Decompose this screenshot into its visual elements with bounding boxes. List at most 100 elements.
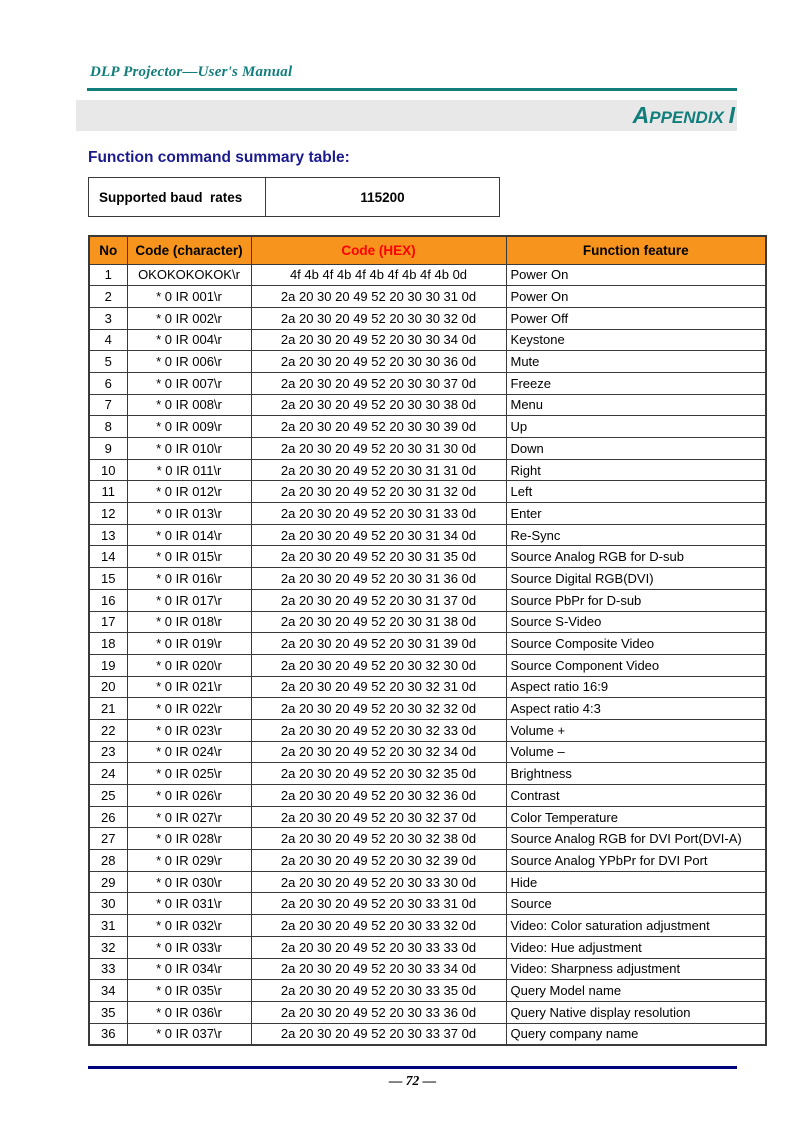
header-code-hex: Code (HEX): [250, 235, 507, 265]
cell-code-hex: 2a 20 30 20 49 52 20 30 33 30 0d: [250, 870, 507, 894]
cell-function-feature: Menu: [505, 393, 767, 417]
appendix-banner-label: APPENDIX I: [633, 104, 735, 127]
cell-no: 11: [88, 480, 128, 504]
cell-code-character: * 0 IR 018\r: [126, 610, 252, 634]
table-row: 5 * 0 IR 006\r 2a 20 30 20 49 52 20 30 3…: [88, 350, 767, 373]
cell-code-character: * 0 IR 009\r: [126, 415, 252, 438]
cell-code-hex: 2a 20 30 20 49 52 20 30 31 31 0d: [250, 458, 507, 482]
table-row: 6 * 0 IR 007\r 2a 20 30 20 49 52 20 30 3…: [88, 371, 767, 395]
cell-no: 30: [88, 892, 128, 916]
cell-code-character: * 0 IR 004\r: [126, 328, 252, 352]
table-row: 11 * 0 IR 012\r 2a 20 30 20 49 52 20 30 …: [88, 480, 767, 504]
footer-divider-rule: [88, 1066, 737, 1069]
cell-function-feature: Video: Color saturation adjustment: [505, 914, 767, 937]
cell-code-character: * 0 IR 025\r: [126, 762, 252, 785]
table-row: 36 * 0 IR 037\r 2a 20 30 20 49 52 20 30 …: [88, 1022, 767, 1046]
table-row: 22 * 0 IR 023\r 2a 20 30 20 49 52 20 30 …: [88, 718, 767, 742]
table-row: 24 * 0 IR 025\r 2a 20 30 20 49 52 20 30 …: [88, 762, 767, 785]
appendix-smallcaps: PPENDIX: [649, 108, 729, 127]
table-row: 15 * 0 IR 016\r 2a 20 30 20 49 52 20 30 …: [88, 567, 767, 590]
cell-function-feature: Aspect ratio 16:9: [505, 675, 767, 699]
cell-function-feature: Down: [505, 437, 767, 460]
cell-code-hex: 2a 20 30 20 49 52 20 30 32 37 0d: [250, 805, 507, 829]
cell-code-character: * 0 IR 034\r: [126, 957, 252, 981]
cell-function-feature: Video: Sharpness adjustment: [505, 957, 767, 981]
command-table-header-row: No Code (character) Code (HEX) Function …: [88, 235, 767, 265]
cell-no: 17: [88, 610, 128, 634]
cell-no: 19: [88, 653, 128, 677]
cell-code-hex: 4f 4b 4f 4b 4f 4b 4f 4b 4f 4b 0d: [250, 263, 507, 287]
table-row: 25 * 0 IR 026\r 2a 20 30 20 49 52 20 30 …: [88, 784, 767, 807]
table-row: 28 * 0 IR 029\r 2a 20 30 20 49 52 20 30 …: [88, 849, 767, 872]
appendix-lead-letter: A: [632, 102, 650, 128]
cell-code-character: * 0 IR 024\r: [126, 740, 252, 764]
cell-function-feature: Source Digital RGB(DVI): [505, 567, 767, 590]
cell-function-feature: Hide: [505, 870, 767, 894]
cell-code-character: * 0 IR 028\r: [126, 827, 252, 851]
cell-code-character: * 0 IR 010\r: [126, 437, 252, 460]
cell-code-hex: 2a 20 30 20 49 52 20 30 32 35 0d: [250, 762, 507, 785]
table-row: 14 * 0 IR 015\r 2a 20 30 20 49 52 20 30 …: [88, 545, 767, 569]
cell-code-character: * 0 IR 007\r: [126, 371, 252, 395]
cell-code-character: * 0 IR 030\r: [126, 870, 252, 894]
cell-code-hex: 2a 20 30 20 49 52 20 30 32 39 0d: [250, 849, 507, 872]
table-row: 21 * 0 IR 022\r 2a 20 30 20 49 52 20 30 …: [88, 697, 767, 720]
cell-code-hex: 2a 20 30 20 49 52 20 30 33 31 0d: [250, 892, 507, 916]
cell-function-feature: Power On: [505, 285, 767, 308]
cell-code-hex: 2a 20 30 20 49 52 20 30 31 34 0d: [250, 523, 507, 547]
table-row: 30 * 0 IR 031\r 2a 20 30 20 49 52 20 30 …: [88, 892, 767, 916]
cell-code-hex: 2a 20 30 20 49 52 20 30 31 37 0d: [250, 588, 507, 612]
cell-code-character: * 0 IR 008\r: [126, 393, 252, 417]
cell-code-character: * 0 IR 029\r: [126, 849, 252, 872]
cell-code-hex: 2a 20 30 20 49 52 20 30 30 31 0d: [250, 285, 507, 308]
cell-function-feature: Source: [505, 892, 767, 916]
cell-no: 34: [88, 979, 128, 1002]
cell-code-hex: 2a 20 30 20 49 52 20 30 30 34 0d: [250, 328, 507, 352]
appendix-number: I: [728, 102, 735, 128]
cell-function-feature: Power Off: [505, 306, 767, 330]
cell-code-hex: 2a 20 30 20 49 52 20 30 31 36 0d: [250, 567, 507, 590]
cell-code-character: * 0 IR 035\r: [126, 979, 252, 1002]
cell-code-hex: 2a 20 30 20 49 52 20 30 33 33 0d: [250, 935, 507, 959]
cell-code-character: * 0 IR 022\r: [126, 697, 252, 720]
cell-code-character: * 0 IR 006\r: [126, 350, 252, 373]
cell-code-hex: 2a 20 30 20 49 52 20 30 30 36 0d: [250, 350, 507, 373]
cell-no: 14: [88, 545, 128, 569]
table-row: 29 * 0 IR 030\r 2a 20 30 20 49 52 20 30 …: [88, 870, 767, 894]
cell-function-feature: Mute: [505, 350, 767, 373]
cell-function-feature: Source PbPr for D-sub: [505, 588, 767, 612]
table-row: 31 * 0 IR 032\r 2a 20 30 20 49 52 20 30 …: [88, 914, 767, 937]
cell-no: 28: [88, 849, 128, 872]
cell-code-hex: 2a 20 30 20 49 52 20 30 32 38 0d: [250, 827, 507, 851]
cell-function-feature: Volume +: [505, 718, 767, 742]
cell-code-hex: 2a 20 30 20 49 52 20 30 33 34 0d: [250, 957, 507, 981]
cell-code-hex: 2a 20 30 20 49 52 20 30 31 39 0d: [250, 632, 507, 655]
cell-code-hex: 2a 20 30 20 49 52 20 30 30 39 0d: [250, 415, 507, 438]
cell-code-character: * 0 IR 015\r: [126, 545, 252, 569]
cell-code-character: * 0 IR 031\r: [126, 892, 252, 916]
cell-function-feature: Re-Sync: [505, 523, 767, 547]
cell-function-feature: Left: [505, 480, 767, 504]
cell-no: 8: [88, 415, 128, 438]
cell-code-hex: 2a 20 30 20 49 52 20 30 32 32 0d: [250, 697, 507, 720]
cell-code-hex: 2a 20 30 20 49 52 20 30 33 37 0d: [250, 1022, 507, 1046]
cell-code-character: * 0 IR 026\r: [126, 784, 252, 807]
table-row: 16 * 0 IR 017\r 2a 20 30 20 49 52 20 30 …: [88, 588, 767, 612]
baud-rate-value: 115200: [265, 177, 500, 217]
cell-code-character: * 0 IR 037\r: [126, 1022, 252, 1046]
cell-no: 23: [88, 740, 128, 764]
cell-no: 21: [88, 697, 128, 720]
cell-code-hex: 2a 20 30 20 49 52 20 30 30 38 0d: [250, 393, 507, 417]
cell-code-hex: 2a 20 30 20 49 52 20 30 32 36 0d: [250, 784, 507, 807]
cell-no: 32: [88, 935, 128, 959]
cell-code-character: * 0 IR 032\r: [126, 914, 252, 937]
cell-code-hex: 2a 20 30 20 49 52 20 30 30 37 0d: [250, 371, 507, 395]
table-row: 34 * 0 IR 035\r 2a 20 30 20 49 52 20 30 …: [88, 979, 767, 1002]
cell-no: 12: [88, 502, 128, 525]
cell-no: 22: [88, 718, 128, 742]
table-row: 2 * 0 IR 001\r 2a 20 30 20 49 52 20 30 3…: [88, 285, 767, 308]
cell-function-feature: Query company name: [505, 1022, 767, 1046]
command-table-body: 1 OKOKOKOKOK\r 4f 4b 4f 4b 4f 4b 4f 4b 4…: [88, 263, 767, 1046]
cell-code-character: * 0 IR 019\r: [126, 632, 252, 655]
cell-function-feature: Source Analog YPbPr for DVI Port: [505, 849, 767, 872]
